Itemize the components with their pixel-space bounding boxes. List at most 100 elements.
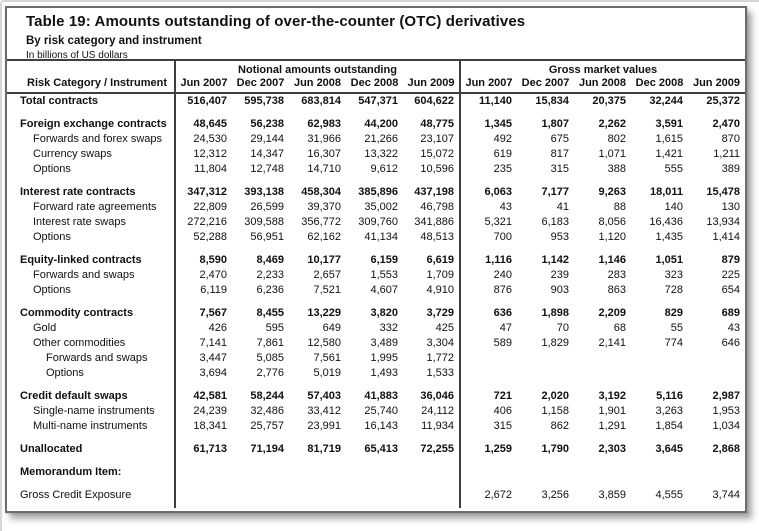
value-cell-gross-dec2007: 675: [550, 133, 569, 145]
table-row: Credit default swaps 42,581 58,244 57,40…: [7, 381, 745, 404]
value-cell-notional-dec2007: 25,757: [250, 420, 284, 432]
value-cell-notional-jun2008: 81,719: [307, 443, 341, 455]
value-cell-gross-jun2009: 879: [721, 254, 740, 266]
spacer-cell: [403, 503, 461, 508]
value-cell-gross-jun2007: 2,672: [484, 489, 512, 501]
row-label: Commodity contracts: [7, 298, 176, 321]
row-label: Interest rate swaps: [7, 215, 176, 230]
table-footer-spacer: [7, 503, 745, 508]
value-cell-gross-dec2008: 1,421: [655, 148, 683, 160]
value-cell-notional-dec2008: 65,413: [364, 443, 398, 455]
value-cell-gross-jun2008: 283: [607, 269, 626, 281]
spacer-cell: [175, 503, 403, 508]
value-cell-notional-dec2008: 25,740: [364, 405, 398, 417]
value-cell-gross-jun2008: 1,071: [598, 148, 626, 160]
value-cell-notional-jun2009: [403, 457, 461, 480]
value-cell-notional-dec2008: 1,493: [370, 367, 398, 379]
value-cell-gross-dec2007: 3,256: [541, 489, 569, 501]
value-cell-notional-dec2007: 29,144: [250, 133, 284, 145]
value-cell-gross-dec2007: [517, 351, 574, 366]
row-label: Options: [7, 283, 176, 298]
value-cell-gross-jun2008: 863: [607, 284, 626, 296]
value-cell-gross-jun2009: [688, 351, 745, 366]
value-cell-notional-dec2007: 56,238: [250, 118, 284, 130]
spacer-row: [7, 503, 745, 508]
value-cell-gross-jun2009: 1,953: [712, 405, 740, 417]
column-header-gross-jun2007: Jun 2007: [460, 76, 517, 94]
value-cell-gross-dec2007: 1,807: [541, 118, 569, 130]
value-cell-notional-jun2009: 23,107: [403, 132, 461, 147]
value-cell-gross-jun2009: 43: [727, 322, 740, 334]
row-label: Interest rate contracts: [7, 177, 176, 200]
value-cell-gross-dec2008: [631, 366, 688, 381]
value-cell-gross-dec2008: 16,436: [649, 216, 683, 228]
table-row: Equity-linked contracts 8,590 8,469 10,1…: [7, 245, 745, 268]
value-cell-notional-jun2008: 12,580: [307, 337, 341, 349]
value-cell-gross-dec2007: 6,183: [541, 216, 569, 228]
value-cell-gross-dec2007: 70: [556, 322, 569, 334]
value-cell-gross-dec2007: 953: [550, 231, 569, 243]
value-cell-notional-dec2007: 58,244: [250, 390, 284, 402]
value-cell-notional-jun2007: 347,312: [187, 186, 227, 198]
row-label: Forwards and swaps: [7, 268, 176, 283]
value-cell-gross-jun2009: [688, 457, 745, 480]
value-cell-notional-jun2007: 12,312: [193, 148, 227, 160]
value-cell-notional-jun2007: 24,530: [193, 133, 227, 145]
value-cell-notional-jun2008: 57,403: [307, 390, 341, 402]
value-cell-gross-jun2008: 88: [613, 201, 626, 213]
value-cell-gross-jun2007: 721: [493, 390, 512, 402]
value-cell-notional-jun2009: 604,622: [403, 93, 461, 109]
row-label: Foreign exchange contracts: [7, 109, 176, 132]
row-label: Forwards and swaps: [7, 351, 176, 366]
value-cell-notional-jun2007: 24,239: [193, 405, 227, 417]
value-cell-gross-dec2007: 315: [550, 163, 569, 175]
value-cell-gross-jun2007: 406: [493, 405, 512, 417]
value-cell-notional-jun2007: 3,694: [199, 367, 227, 379]
value-cell-notional-dec2008: 6,159: [370, 254, 398, 266]
table-row: Memorandum Item:: [7, 457, 745, 480]
value-cell-gross-dec2008: 3,263: [655, 405, 683, 417]
value-cell-gross-dec2008: 728: [664, 284, 683, 296]
value-cell-notional-dec2007: 32,486: [250, 405, 284, 417]
value-cell-notional-jun2008: 683,814: [301, 95, 341, 107]
value-cell-notional-jun2007: 272,216: [187, 216, 227, 228]
table-row: Options 3,694 2,776 5,019 1,493 1,533: [7, 366, 745, 381]
value-cell-gross-jun2007: 315: [493, 420, 512, 432]
value-cell-notional-jun2007: 516,407: [187, 95, 227, 107]
value-cell-gross-dec2008: 55: [670, 322, 683, 334]
row-label: Total contracts: [7, 93, 176, 109]
value-cell-notional-dec2008: 21,266: [364, 133, 398, 145]
value-cell-notional-dec2008: 3,820: [370, 307, 398, 319]
unit-note: In billions of US dollars: [26, 50, 128, 61]
value-cell-gross-jun2009: 15,478: [706, 186, 740, 198]
column-header-notional-jun2007: Jun 2007: [175, 76, 232, 94]
row-label: Options: [7, 230, 176, 245]
value-cell-gross-jun2009: 2,470: [712, 118, 740, 130]
value-cell-notional-jun2008: 39,370: [307, 201, 341, 213]
derivatives-table: Notional amounts outstanding Gross marke…: [7, 59, 745, 508]
value-cell-notional-dec2008: 1,553: [370, 269, 398, 281]
value-cell-gross-dec2008: 1,615: [655, 133, 683, 145]
value-cell-notional-dec2007: 8,469: [256, 254, 284, 266]
date-header-row: Risk Category / Instrument Jun 2007 Dec …: [7, 76, 745, 94]
value-cell-gross-jun2007: 47: [499, 322, 512, 334]
value-cell-gross-jun2009: 1,034: [712, 420, 740, 432]
value-cell-gross-jun2008: 1,901: [598, 405, 626, 417]
value-cell-notional-dec2007: 14,347: [250, 148, 284, 160]
title-block: Table 19: Amounts outstanding of over-th…: [7, 8, 745, 61]
value-cell-notional-jun2009: 437,198: [403, 177, 461, 200]
table-row: Multi-name instruments 18,341 25,757 23,…: [7, 419, 745, 434]
value-cell-gross-dec2007: 7,177: [541, 186, 569, 198]
column-header-notional-jun2009: Jun 2009: [403, 76, 461, 94]
group-header-notional: Notional amounts outstanding: [175, 59, 461, 76]
value-cell-gross-jun2008: 3,192: [598, 390, 626, 402]
value-cell-notional-jun2008: 13,229: [307, 307, 341, 319]
value-cell-gross-jun2008: [574, 366, 631, 381]
value-cell-gross-jun2008: 2,262: [598, 118, 626, 130]
value-cell-gross-jun2007: 235: [493, 163, 512, 175]
table-title: Table 19: Amounts outstanding of over-th…: [26, 13, 526, 30]
value-cell-notional-jun2008: 649: [322, 322, 341, 334]
value-cell-notional-jun2007: 3,447: [199, 352, 227, 364]
value-cell-gross-dec2007: 903: [550, 284, 569, 296]
value-cell-notional-dec2007: 5,085: [256, 352, 284, 364]
